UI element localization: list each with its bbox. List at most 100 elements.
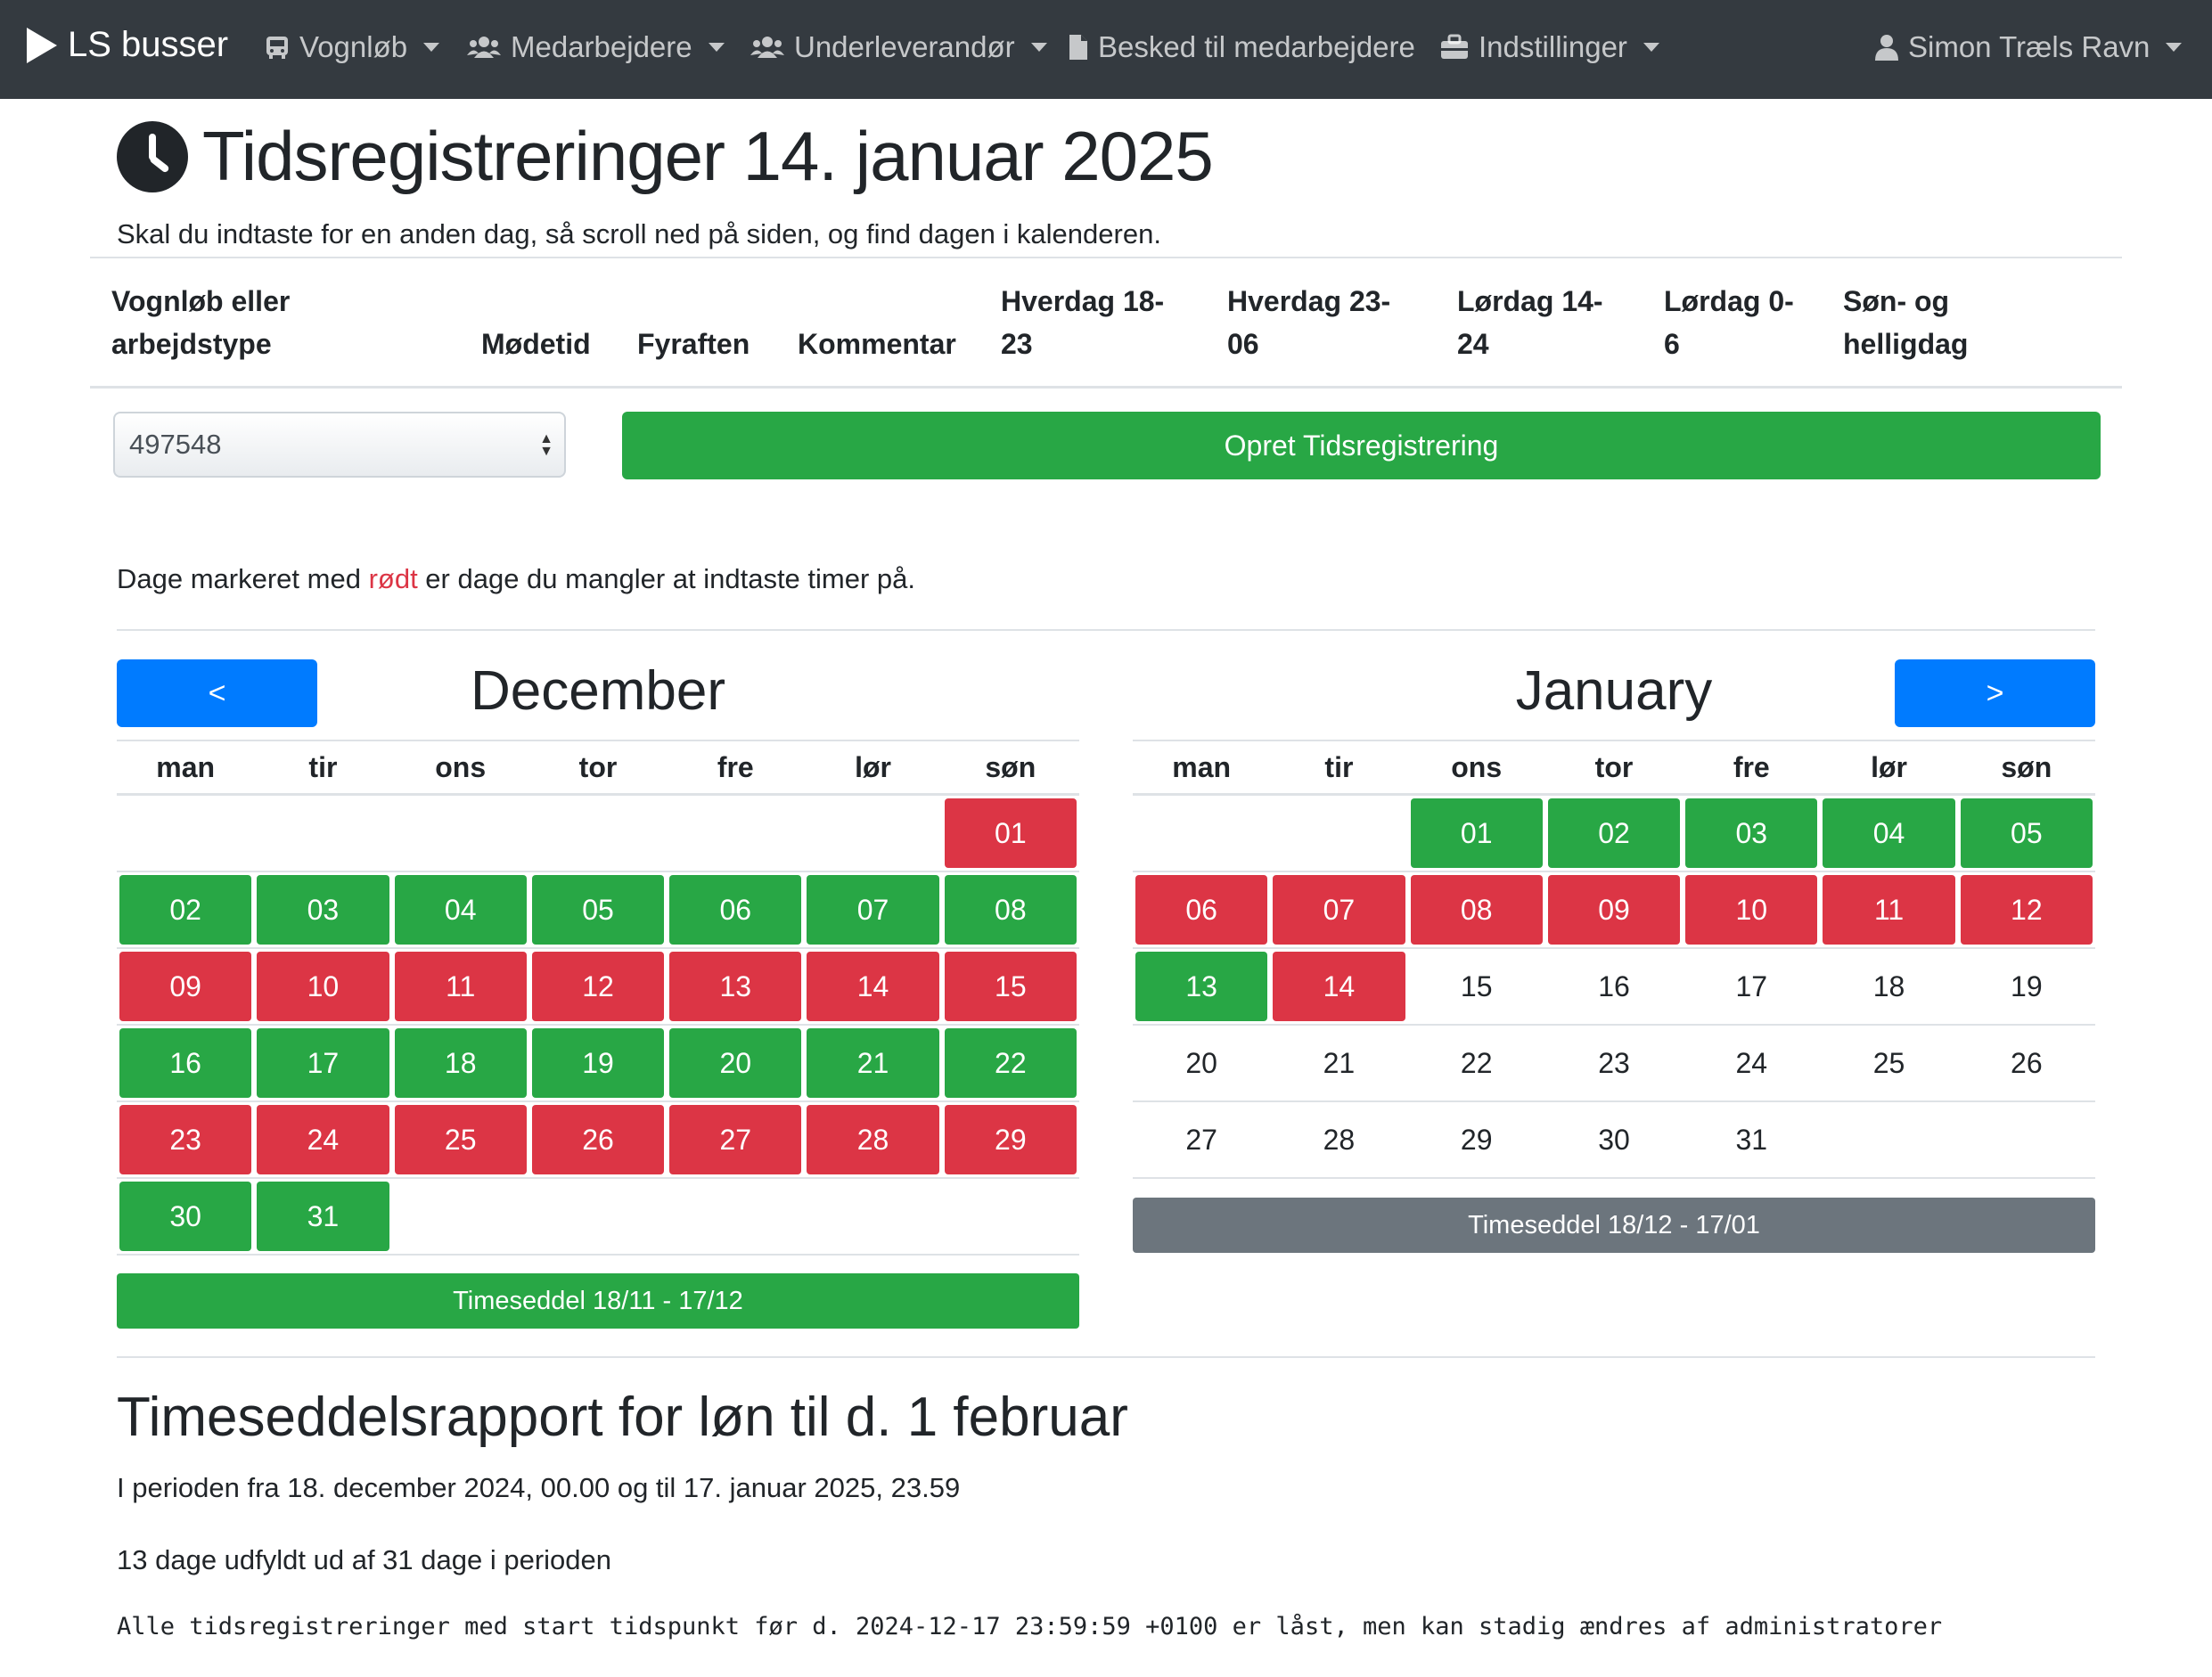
calendar-day[interactable]: 07 [807, 875, 939, 945]
page-subtitle: Skal du indtaste for en anden dag, så sc… [117, 218, 1161, 250]
calendar-day[interactable]: 25 [1872, 1046, 1905, 1079]
calendar-day[interactable]: 21 [1323, 1046, 1356, 1079]
info-prefix: Dage markeret med [117, 563, 369, 594]
col-header-hverdag-18-23-line1: Hverdag 18- [1001, 285, 1165, 317]
nav-vognloeb[interactable]: Vognløb [264, 30, 440, 64]
weekday-label: søn [985, 751, 1036, 783]
calendar-day[interactable]: 04 [1823, 798, 1955, 868]
calendar-empty-cell [395, 1182, 527, 1251]
weekday-label: lør [855, 751, 891, 783]
user-icon [1875, 35, 1898, 61]
prev-month-button[interactable]: < [117, 659, 317, 727]
calendar-day[interactable]: 12 [1960, 875, 2093, 945]
calendar-day[interactable]: 05 [531, 875, 665, 945]
weekday-label: tor [578, 751, 618, 783]
timesheet-button-january[interactable]: Timeseddel 18/12 - 17/01 [1133, 1198, 2095, 1253]
calendar-day[interactable]: 14 [807, 952, 939, 1021]
col-header-vognloeb-line2: arbejdstype [111, 328, 272, 360]
col-header-son-helligdag-line2: helligdag [1843, 328, 1969, 360]
page-header: Tidsregistreringer 14. januar 2025 [117, 116, 1214, 197]
calendar-day[interactable]: 06 [669, 875, 802, 945]
calendar-day[interactable]: 08 [1410, 875, 1543, 945]
calendar-day[interactable]: 29 [1460, 1123, 1493, 1156]
calendar-day[interactable]: 24 [1735, 1046, 1768, 1079]
calendar-day[interactable]: 09 [1547, 875, 1681, 945]
calendar-day[interactable]: 30 [1598, 1123, 1630, 1156]
calendar-day[interactable]: 31 [1735, 1123, 1768, 1156]
calendar-week-row: 16 17 18 19 20 21 22 [117, 1026, 1079, 1102]
calendar-day[interactable]: 01 [944, 798, 1077, 868]
divider [117, 629, 2095, 631]
calendar-day[interactable]: 15 [944, 952, 1077, 1021]
calendar-day[interactable]: 20 [1185, 1046, 1217, 1079]
calendar-empty-cell [1273, 798, 1405, 868]
calendar-day[interactable]: 22 [1460, 1046, 1493, 1079]
calendar-day[interactable]: 28 [807, 1105, 939, 1174]
nav-besked[interactable]: Besked til medarbejdere [1068, 30, 1415, 64]
calendar-day[interactable]: 12 [531, 952, 665, 1021]
calendar-day[interactable]: 05 [1960, 798, 2093, 868]
col-header-vognloeb-line1: Vognløb eller [111, 285, 291, 317]
calendar-day[interactable]: 24 [257, 1105, 389, 1174]
calendar-day[interactable]: 29 [944, 1105, 1077, 1174]
calendar-week-row: 06 07 08 09 10 11 12 [1133, 872, 2095, 949]
timesheet-button-december[interactable]: Timeseddel 18/11 - 17/12 [117, 1273, 1079, 1329]
calendar-day[interactable]: 01 [1410, 798, 1543, 868]
calendar-day[interactable]: 02 [119, 875, 252, 945]
col-header-lordag-0-6-line2: 6 [1664, 328, 1680, 360]
calendar-day[interactable]: 13 [1135, 952, 1268, 1021]
calendar-day[interactable]: 23 [1598, 1046, 1630, 1079]
calendar-day[interactable]: 18 [1872, 969, 1905, 1002]
calendar-day[interactable]: 26 [2011, 1046, 2043, 1079]
calendar-day[interactable]: 20 [669, 1028, 802, 1098]
calendar-day[interactable]: 31 [257, 1182, 389, 1251]
nav-medarbejdere[interactable]: Medarbejdere [466, 30, 725, 64]
vognloeb-select[interactable]: 497548 ▲ ▼ [113, 412, 566, 478]
weekday-label: ons [1451, 751, 1503, 783]
user-menu[interactable]: Simon Træls Ravn [1874, 30, 2183, 64]
calendar-day[interactable]: 09 [119, 952, 252, 1021]
calendar-day[interactable]: 14 [1273, 952, 1405, 1021]
calendar-day[interactable]: 30 [119, 1182, 252, 1251]
calendar-day[interactable]: 28 [1323, 1123, 1356, 1156]
calendar-day[interactable]: 10 [1685, 875, 1818, 945]
calendar-day[interactable]: 19 [2011, 969, 2043, 1002]
calendar-day[interactable]: 02 [1547, 798, 1681, 868]
calendar-day[interactable]: 19 [531, 1028, 665, 1098]
calendar-day[interactable]: 26 [531, 1105, 665, 1174]
page-title: Tidsregistreringer 14. januar 2025 [202, 117, 1214, 195]
play-icon [27, 27, 57, 63]
calendar-day[interactable]: 11 [394, 952, 527, 1021]
calendar-day[interactable]: 23 [119, 1105, 252, 1174]
calendar-day[interactable]: 10 [257, 952, 389, 1021]
nav-underleverandoer[interactable]: Underleverandør [750, 30, 1047, 64]
calendar-day[interactable]: 18 [394, 1028, 527, 1098]
calendar-day[interactable]: 17 [257, 1028, 389, 1098]
brand-link[interactable]: LS busser [27, 25, 228, 65]
nav-indstillinger[interactable]: Indstillinger [1439, 30, 1659, 64]
calendar-empty-cell [257, 798, 389, 868]
next-month-button[interactable]: > [1895, 659, 2095, 727]
calendar-day[interactable]: 07 [1273, 875, 1405, 945]
calendar-day[interactable]: 22 [944, 1028, 1077, 1098]
calendar-day[interactable]: 04 [394, 875, 527, 945]
calendar-day[interactable]: 13 [669, 952, 802, 1021]
calendar-day[interactable]: 15 [1460, 969, 1493, 1002]
file-icon [1069, 35, 1087, 60]
calendar-day[interactable]: 08 [944, 875, 1077, 945]
col-header-vognloeb: Vognløb eller arbejdstype [111, 280, 290, 365]
calendar-day[interactable]: 17 [1735, 969, 1768, 1002]
weekday-header-row: man tir ons tor fre lør søn [1133, 740, 2095, 796]
calendar-day[interactable]: 03 [1685, 798, 1818, 868]
create-registration-button[interactable]: Opret Tidsregistrering [622, 412, 2101, 479]
calendar-week-row: 23 24 25 26 27 28 29 [117, 1102, 1079, 1179]
calendar-day[interactable]: 27 [1185, 1123, 1217, 1156]
calendar-day[interactable]: 25 [394, 1105, 527, 1174]
calendar-day[interactable]: 16 [119, 1028, 252, 1098]
calendar-day[interactable]: 27 [669, 1105, 802, 1174]
calendar-day[interactable]: 06 [1135, 875, 1268, 945]
calendar-day[interactable]: 11 [1823, 875, 1955, 945]
calendar-day[interactable]: 21 [807, 1028, 939, 1098]
calendar-day[interactable]: 03 [257, 875, 389, 945]
calendar-day[interactable]: 16 [1598, 969, 1630, 1002]
